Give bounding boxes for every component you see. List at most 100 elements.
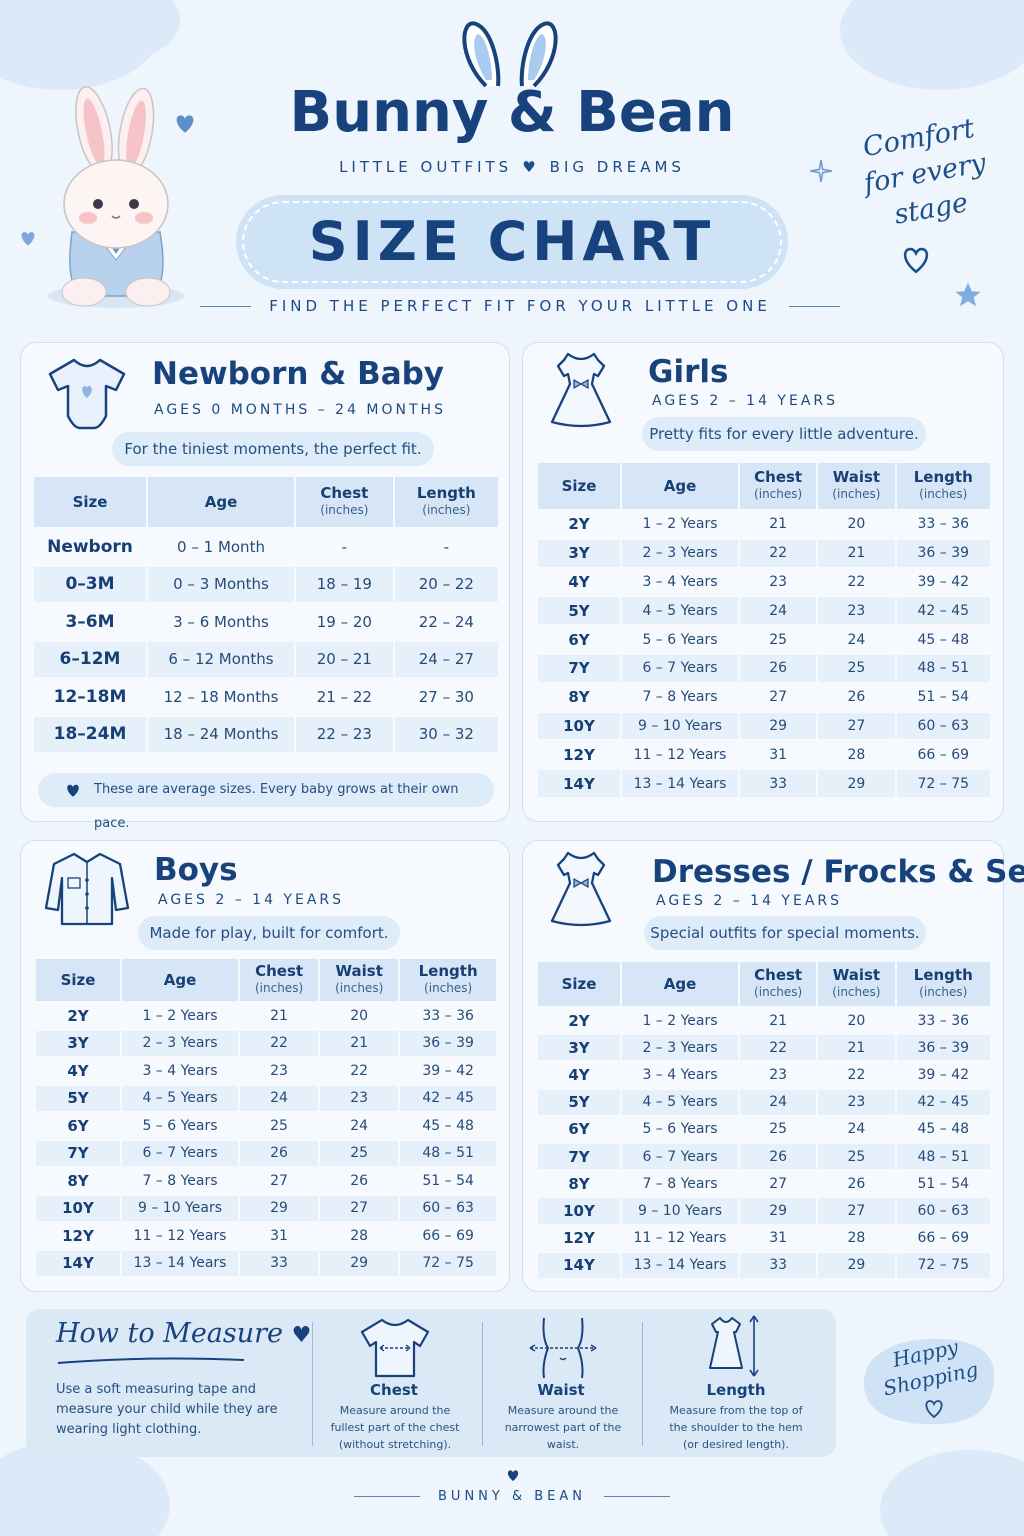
table-row: 12–18M 12 – 18 Months 21 – 22 27 – 30 <box>34 679 498 715</box>
newborn-size-table: Size Age Chest (inches) Length (inches) Ne… <box>32 475 500 754</box>
table-row: 4Y 3 – 4 Years 23 22 39 – 42 <box>538 568 990 596</box>
dress-icon <box>550 851 612 927</box>
header-length: Length (inches) <box>394 477 498 527</box>
table-row: 6Y 5 – 6 Years 25 24 45 – 48 <box>538 1116 990 1142</box>
table-cell: 2 – 3 Years <box>122 1030 238 1056</box>
divider-line <box>604 1495 671 1497</box>
table-cell: 36 – 39 <box>896 539 990 567</box>
table-row: Newborn 0 – 1 Month - - <box>34 529 498 565</box>
table-row: 3Y 2 – 3 Years 22 21 36 – 39 <box>36 1030 496 1056</box>
header-chest: Chest (inches) <box>240 959 319 1001</box>
length-desc: Measure from the top of the shoulder to … <box>669 1404 803 1451</box>
table-cell: 36 – 39 <box>896 1035 990 1061</box>
table-cell: 6Y <box>36 1113 120 1139</box>
footnote-text: These are average sizes. Every baby grow… <box>94 782 459 831</box>
table-cell: 42 – 45 <box>896 1089 990 1115</box>
heart-icon: ♥ <box>522 158 540 176</box>
measure-panel <box>26 1309 836 1457</box>
table-cell: 24 <box>818 1116 895 1142</box>
table-cell: 3 – 4 Years <box>622 1062 738 1088</box>
table-cell: 1 – 2 Years <box>622 511 738 538</box>
table-cell: 0 – 3 Months <box>148 566 294 602</box>
table-cell: 14Y <box>538 770 620 797</box>
table-cell: 21 <box>320 1030 399 1056</box>
table-cell: 6 – 7 Years <box>122 1140 238 1166</box>
girls-size-table: Size Age Chest (inches) Waist (inches) Len… <box>536 461 992 799</box>
table-cell: 27 – 30 <box>394 679 498 715</box>
table-cell: 12Y <box>538 741 620 769</box>
header-length-label: Length <box>913 468 973 486</box>
table-row: 6Y 5 – 6 Years 25 24 45 – 48 <box>36 1113 496 1139</box>
table-cell: Newborn <box>34 529 146 565</box>
table-cell: 13 – 14 Years <box>122 1250 238 1276</box>
table-cell: 4Y <box>538 1062 620 1088</box>
table-cell: 27 <box>740 683 817 711</box>
table-row: 14Y 13 – 14 Years 33 29 72 – 75 <box>538 1252 990 1278</box>
table-cell: 51 – 54 <box>896 1171 990 1197</box>
table-cell: 11 – 12 Years <box>122 1223 238 1249</box>
table-cell: 48 – 51 <box>896 1143 990 1170</box>
table-cell: 24 <box>240 1085 319 1111</box>
table-row: 12Y 11 – 12 Years 31 28 66 – 69 <box>36 1223 496 1249</box>
table-row: 8Y 7 – 8 Years 27 26 51 – 54 <box>36 1168 496 1194</box>
header-length-label: Length <box>416 484 476 502</box>
measure-title: How to Measure ♥ <box>56 1318 311 1349</box>
table-row: 8Y 7 – 8 Years 27 26 51 – 54 <box>538 683 990 711</box>
table-row: 6–12M 6 – 12 Months 20 – 21 24 – 27 <box>34 641 498 677</box>
table-cell: 72 – 75 <box>400 1250 496 1276</box>
table-cell: 21 <box>740 511 817 538</box>
table-cell: 33 – 36 <box>400 1003 496 1029</box>
header-length: Length (inches) <box>896 463 990 509</box>
waist-icon <box>529 1317 597 1379</box>
brand-name: Bunny & Bean <box>289 80 735 145</box>
table-row: 8Y 7 – 8 Years 27 26 51 – 54 <box>538 1171 990 1197</box>
table-cell: 12 – 18 Months <box>148 679 294 715</box>
length-icon <box>709 1315 759 1377</box>
table-cell: 23 <box>740 568 817 596</box>
table-cell: 42 – 45 <box>400 1085 496 1111</box>
header-waist-label: Waist <box>335 962 383 980</box>
table-cell: 23 <box>740 1062 817 1088</box>
tshirt-chest-icon <box>360 1318 430 1378</box>
table-cell: 5 – 6 Years <box>122 1113 238 1139</box>
subtitle: FIND THE PERFECT FIT FOR YOUR LITTLE ONE <box>200 295 841 317</box>
table-cell: 51 – 54 <box>400 1168 496 1194</box>
table-cell: 8Y <box>538 683 620 711</box>
table-cell: 25 <box>818 1143 895 1170</box>
table-cell: 5Y <box>36 1085 120 1111</box>
table-cell: 60 – 63 <box>896 712 990 740</box>
table-cell: 51 – 54 <box>896 683 990 711</box>
subtitle-text: FIND THE PERFECT FIT FOR YOUR LITTLE ONE <box>269 297 771 315</box>
table-row: 2Y 1 – 2 Years 21 20 33 – 36 <box>538 511 990 538</box>
boys-size-table: Size Age Chest (inches) Waist (inches) Len… <box>34 957 498 1278</box>
waist-desc: Measure around the narrowest part of the… <box>504 1404 622 1451</box>
table-row: 10Y 9 – 10 Years 29 27 60 – 63 <box>538 1198 990 1224</box>
table-cell: 13 – 14 Years <box>622 770 738 797</box>
table-cell: 2Y <box>538 511 620 538</box>
table-cell: 31 <box>240 1223 319 1249</box>
table-cell: 28 <box>818 1225 895 1251</box>
table-cell: 19 – 20 <box>296 604 393 640</box>
table-row: 3Y 2 – 3 Years 22 21 36 – 39 <box>538 539 990 567</box>
star-icon <box>955 282 981 307</box>
table-cell: 4 – 5 Years <box>622 597 738 625</box>
table-cell: 2 – 3 Years <box>622 1035 738 1061</box>
table-cell: 24 <box>740 1089 817 1115</box>
page-title: SIZE CHART <box>308 210 716 273</box>
table-cell: 6 – 12 Months <box>148 641 294 677</box>
table-cell: 7Y <box>538 1143 620 1170</box>
table-cell: 7 – 8 Years <box>622 683 738 711</box>
table-row: 14Y 13 – 14 Years 33 29 72 – 75 <box>538 770 990 797</box>
table-cell: 33 – 36 <box>896 1008 990 1034</box>
heart-outline-icon <box>903 247 929 274</box>
table-cell: 27 <box>740 1171 817 1197</box>
table-cell: 23 <box>240 1058 319 1084</box>
table-cell: 4Y <box>538 568 620 596</box>
tagline-right: BIG DREAMS <box>549 158 685 176</box>
table-cell: - <box>394 529 498 565</box>
header-unit: (inches) <box>335 981 384 995</box>
table-row: 5Y 4 – 5 Years 24 23 42 – 45 <box>538 1089 990 1115</box>
divider-line <box>312 1322 313 1446</box>
table-cell: 21 <box>818 1035 895 1061</box>
header-unit: (inches) <box>832 487 881 501</box>
